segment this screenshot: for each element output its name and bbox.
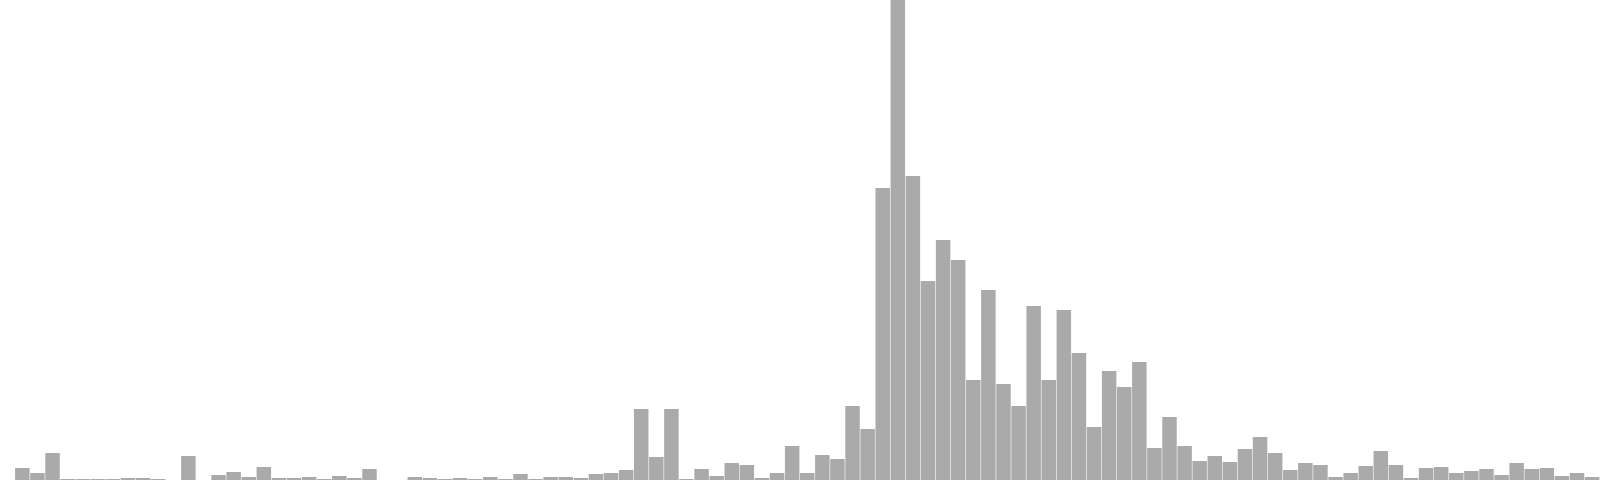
bar-105 bbox=[1584, 477, 1600, 480]
bar-94 bbox=[1418, 468, 1434, 480]
bar-84 bbox=[1267, 453, 1283, 480]
bar-17 bbox=[256, 467, 272, 480]
bar-103 bbox=[1554, 476, 1570, 480]
bar-37 bbox=[558, 477, 573, 480]
bar-61 bbox=[920, 281, 936, 480]
bar-28 bbox=[422, 478, 438, 480]
bar-27 bbox=[407, 477, 423, 480]
bar-48 bbox=[724, 463, 740, 480]
bars-group bbox=[15, 0, 1600, 480]
bar-19 bbox=[286, 478, 302, 480]
bar-55 bbox=[830, 459, 845, 480]
bar-100 bbox=[1509, 463, 1524, 480]
bar-99 bbox=[1494, 475, 1509, 480]
bar-74 bbox=[1116, 387, 1132, 480]
bar-77 bbox=[1162, 417, 1177, 480]
bar-85 bbox=[1283, 470, 1298, 480]
bar-30 bbox=[452, 478, 468, 480]
bar-87 bbox=[1313, 465, 1328, 480]
bar-71 bbox=[1071, 353, 1087, 480]
bar-36 bbox=[543, 477, 558, 480]
bar-59 bbox=[890, 0, 906, 480]
bar-80 bbox=[1207, 456, 1223, 480]
bar-73 bbox=[1101, 371, 1117, 480]
bar-2 bbox=[30, 473, 45, 480]
bar-65 bbox=[981, 290, 996, 480]
bar-102 bbox=[1539, 468, 1555, 480]
bar-20 bbox=[301, 477, 317, 480]
bar-101 bbox=[1524, 469, 1540, 480]
bar-23 bbox=[347, 478, 362, 480]
bar-95 bbox=[1433, 467, 1449, 480]
bar-24 bbox=[362, 469, 377, 480]
bar-64 bbox=[966, 380, 981, 480]
bar-41 bbox=[618, 470, 634, 480]
bar-3 bbox=[45, 453, 60, 480]
bar-104 bbox=[1569, 473, 1585, 480]
bar-63 bbox=[950, 260, 966, 480]
bar-89 bbox=[1343, 473, 1358, 480]
bar-70 bbox=[1056, 310, 1072, 480]
bar-90 bbox=[1358, 466, 1373, 480]
bar-9 bbox=[135, 478, 151, 480]
bar-22 bbox=[332, 476, 347, 480]
bar-8 bbox=[120, 478, 136, 480]
bar-32 bbox=[483, 477, 498, 480]
bar-72 bbox=[1086, 427, 1102, 480]
bar-92 bbox=[1388, 465, 1404, 480]
bar-76 bbox=[1147, 448, 1162, 480]
bar-58 bbox=[875, 188, 890, 480]
bar-81 bbox=[1222, 462, 1238, 480]
bar-34 bbox=[513, 474, 528, 480]
bar-83 bbox=[1252, 437, 1268, 480]
bar-39 bbox=[588, 474, 604, 480]
bar-52 bbox=[784, 446, 800, 480]
bar-79 bbox=[1192, 461, 1207, 480]
bar-67 bbox=[1011, 406, 1026, 480]
bar-68 bbox=[1026, 306, 1041, 480]
bar-14 bbox=[211, 475, 226, 480]
bar-75 bbox=[1132, 362, 1147, 480]
bar-91 bbox=[1373, 451, 1389, 480]
bar-60 bbox=[905, 176, 921, 480]
bar-18 bbox=[271, 478, 287, 480]
bar-78 bbox=[1177, 446, 1192, 480]
bar-46 bbox=[694, 469, 709, 480]
bar-47 bbox=[709, 476, 724, 480]
bar-98 bbox=[1479, 469, 1494, 480]
bar-96 bbox=[1449, 473, 1464, 480]
bar-50 bbox=[754, 478, 770, 480]
bar-38 bbox=[573, 478, 589, 480]
bar-66 bbox=[996, 384, 1011, 480]
bar-54 bbox=[815, 455, 830, 480]
bar-97 bbox=[1464, 471, 1479, 480]
bar-15 bbox=[226, 472, 241, 480]
bar-43 bbox=[649, 457, 664, 480]
bar-57 bbox=[860, 429, 875, 480]
bar-53 bbox=[800, 473, 815, 480]
bar-16 bbox=[241, 477, 256, 480]
bar-1 bbox=[15, 468, 30, 480]
bar-40 bbox=[603, 473, 619, 480]
bar-86 bbox=[1298, 463, 1313, 480]
bar-88 bbox=[1328, 477, 1343, 480]
bar-44 bbox=[664, 409, 679, 480]
bar-49 bbox=[739, 465, 755, 480]
bar-69 bbox=[1041, 380, 1056, 480]
bar-12 bbox=[181, 456, 196, 480]
bar-42 bbox=[633, 409, 649, 480]
bar-93 bbox=[1403, 478, 1419, 480]
bar-62 bbox=[935, 240, 951, 480]
bar-82 bbox=[1237, 449, 1253, 480]
bar-51 bbox=[769, 473, 785, 480]
bar-56 bbox=[845, 406, 860, 480]
